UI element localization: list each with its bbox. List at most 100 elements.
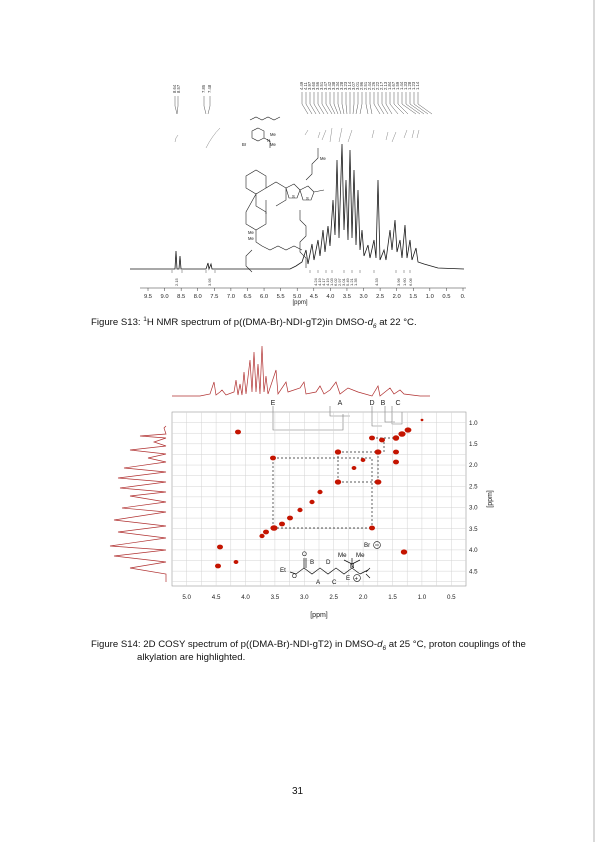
caption-text: H NMR spectrum of p((DMA-Br)-NDI-gT2)in … — [146, 317, 368, 328]
structure-label-me: Me — [320, 156, 326, 161]
structure-label-n: N — [350, 563, 354, 570]
peak-labels: 8.64 8.57 7.85 7.48 4.49 4.11 3.97 3.60 … — [172, 81, 420, 93]
page-edge — [593, 0, 595, 842]
cosy-top-projection — [172, 345, 430, 397]
peak-label: 3.28 — [339, 81, 344, 90]
page-number: 31 — [291, 786, 304, 797]
x-tick-label: 0.5 — [442, 294, 450, 300]
structure-labels: Me Me N Br Me Me S S Me — [242, 132, 326, 241]
integration-label: 1.35 — [353, 277, 358, 286]
nmr-1h-spectrum: 8.64 8.57 7.85 7.48 4.49 4.11 3.97 3.60 … — [130, 81, 466, 306]
structure-label-s: S — [292, 194, 295, 199]
integration-label: 6.06 — [408, 277, 413, 286]
peak-label: 3.42 — [327, 81, 332, 90]
integration-label: 3.01 — [341, 277, 346, 286]
y-tick-label: 3.0 — [469, 505, 478, 512]
peak-label: 7.48 — [207, 84, 212, 93]
peak-label: 1.44 — [399, 81, 404, 90]
peak-label: 1.84 — [387, 81, 392, 90]
integration-label: 2.15 — [174, 277, 179, 286]
assignment-label-e: E — [271, 400, 276, 407]
cosy-peak — [235, 429, 241, 435]
assignment-label-b: B — [381, 400, 386, 407]
x-tick-label: 0.5 — [447, 594, 456, 601]
nmr-1h-trace — [130, 143, 465, 271]
cosy-grid — [172, 412, 466, 586]
integration-labels: 2.15 3.95 4.24 4.19 4.17 4.19 1.03 6.02 … — [174, 277, 413, 286]
y-tick-label: 3.5 — [469, 526, 478, 533]
peak-label: 3.23 — [343, 81, 348, 90]
x-tick-label: 5.5 — [277, 294, 285, 300]
cosy-peak — [393, 459, 399, 465]
structure-label-me: Me — [338, 552, 347, 559]
caption-suffix: at 22 °C. — [376, 317, 417, 328]
peak-label-ticks — [174, 92, 433, 115]
structure-label-b: B — [310, 559, 314, 566]
peak-label: 1.23 — [411, 81, 416, 90]
structure-label-me: Me — [270, 142, 276, 147]
x-tick-label: 2.0 — [359, 594, 368, 601]
integration-ticks — [171, 270, 411, 273]
peak-label: 3.34 — [335, 81, 340, 90]
cosy-peak — [404, 427, 412, 433]
cosy-peak — [400, 549, 408, 555]
structure-label-n: N — [267, 138, 270, 143]
cosy-peak — [270, 525, 278, 531]
integration-label: 5.49 — [345, 277, 350, 286]
peak-label: 4.11 — [303, 81, 308, 90]
peak-label: 1.59 — [395, 81, 400, 90]
x-tick-label: 5.0 — [182, 594, 191, 601]
negative-charge-icon — [373, 541, 381, 549]
caption-solvent-sub: 6 — [372, 322, 377, 330]
x-tick-label: 4.0 — [241, 594, 250, 601]
y-tick-label: 2.0 — [469, 462, 478, 469]
peak-label: 3.60 — [311, 81, 316, 90]
peak-label: 2.44 — [367, 81, 372, 90]
structure-label-ester: Et — [280, 567, 286, 574]
peak-label: 3.14 — [347, 81, 352, 90]
structure-label-a: A — [316, 579, 321, 586]
x-tick-label: 6.0 — [260, 294, 268, 300]
peak-label: 4.49 — [299, 81, 304, 90]
cosy-x-ticks: 5.0 4.5 4.0 3.5 3.0 2.5 2.0 1.5 1.0 0.5 — [182, 594, 456, 601]
nmr-1h-x-ticks: 9.5 9.0 8.5 8.0 7.5 7.0 6.5 6.0 5.5 5.0 4.5 4.0 3.5 3… — [144, 288, 466, 300]
cosy-peak — [398, 431, 406, 437]
integration-label: 4.19 — [325, 277, 330, 286]
caption-prefix: Figure S13: — [91, 317, 144, 328]
positive-charge-icon — [353, 574, 361, 582]
nmr-1h-x-label: [ppm] — [292, 300, 307, 306]
cosy-peak — [263, 529, 269, 535]
cosy-peak — [420, 418, 424, 422]
x-tick-label: 3.0 — [359, 294, 367, 300]
caption-solvent-d: d — [367, 317, 373, 328]
cosy-peak — [374, 479, 382, 485]
x-tick-label: 8.0 — [194, 294, 202, 300]
cosy-peak — [334, 479, 342, 485]
caption-nucleus: 1 — [143, 315, 147, 323]
peak-label: 3.51 — [319, 81, 324, 90]
cosy-peak — [393, 449, 399, 455]
cosy-peak — [379, 437, 385, 443]
x-tick-label: 2.5 — [376, 294, 384, 300]
y-tick-label: 4.0 — [469, 547, 478, 554]
assignment-label-c: C — [395, 400, 400, 407]
peak-label: 7.85 — [201, 84, 206, 93]
integration-label: 4.33 — [374, 277, 379, 286]
peak-label: 1.67 — [391, 81, 396, 90]
cosy-peak — [334, 449, 342, 455]
structure-label-c: C — [332, 579, 337, 586]
cosy-peak — [270, 455, 276, 461]
x-tick-label: 3.5 — [343, 294, 351, 300]
structure-label-o-link: O — [292, 573, 297, 580]
x-tick-label: 8.5 — [177, 294, 185, 300]
structure-label-br: Br — [242, 142, 247, 147]
peak-label: 1.28 — [407, 81, 412, 90]
x-tick-label: 1.0 — [426, 294, 434, 300]
x-tick-label: 4.5 — [212, 594, 221, 601]
caption-solvent-sub: 6 — [382, 644, 387, 652]
cosy-structure-labels: Br Me Me N Et O O B D A C E + — [280, 542, 370, 586]
cosy-spectrum: E A D B C — [109, 345, 494, 619]
chemical-structure-nmr — [245, 116, 325, 273]
caption-line-2: alkylation are highlighted. — [137, 652, 246, 663]
x-tick-label: 1.5 — [409, 294, 417, 300]
